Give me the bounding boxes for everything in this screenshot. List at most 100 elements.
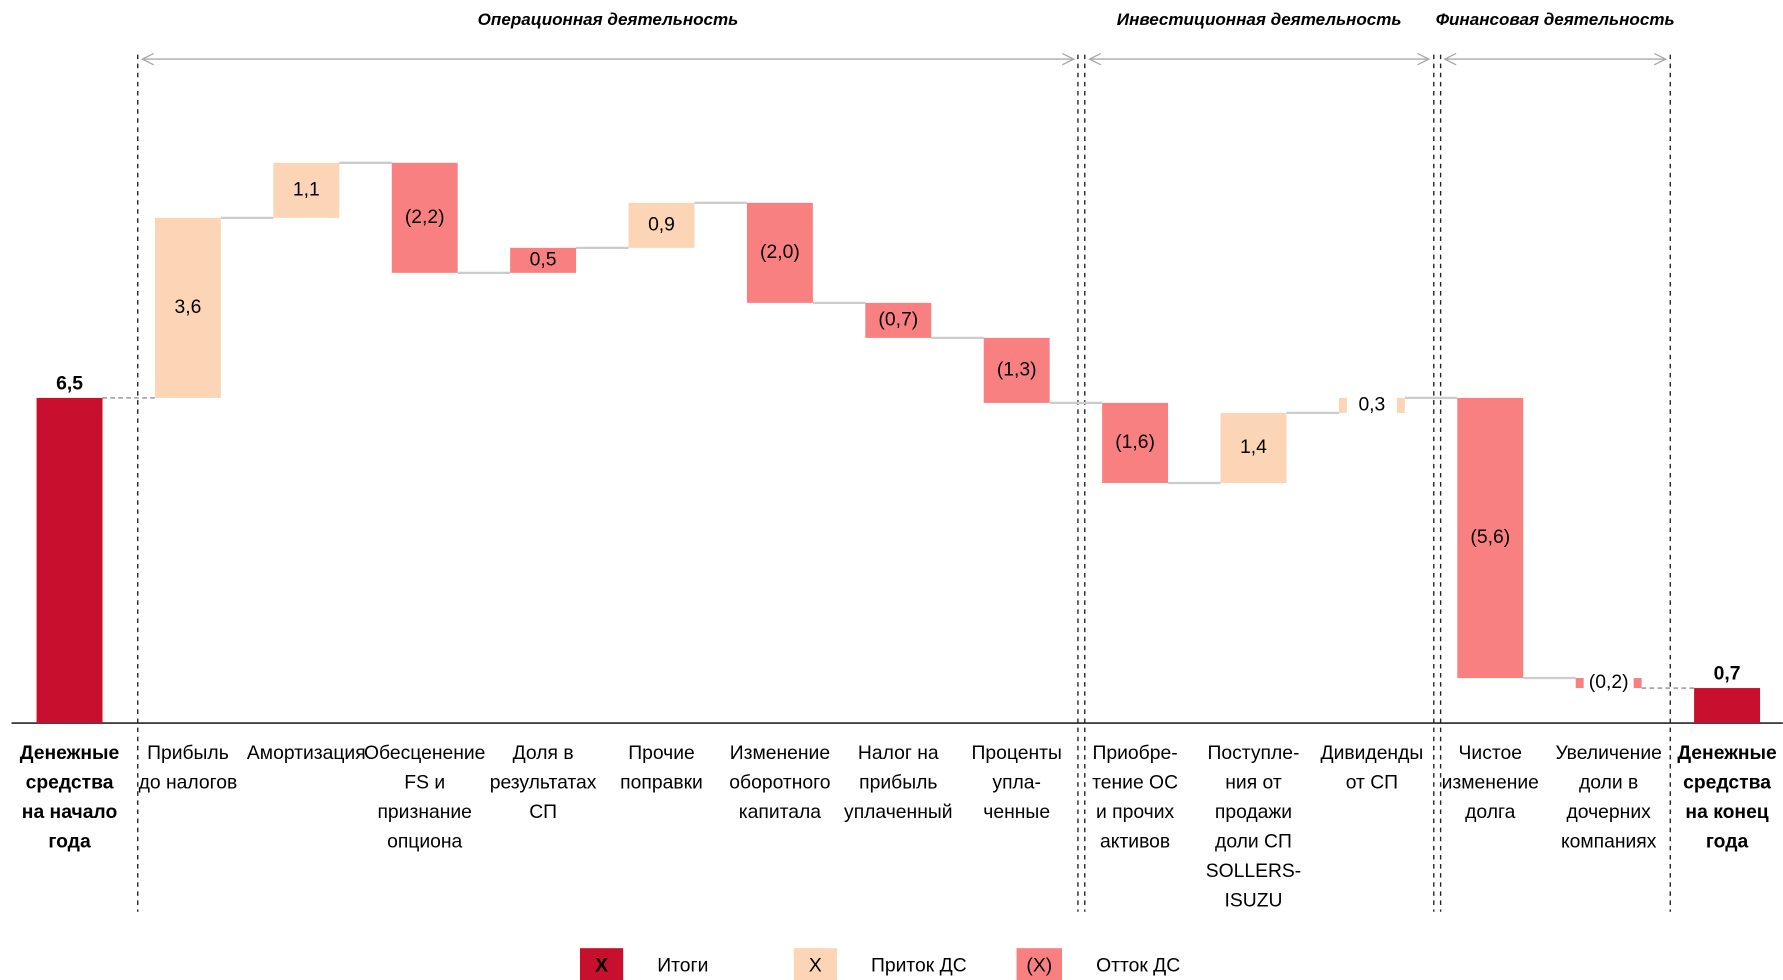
category-line: на начало — [22, 802, 118, 823]
bar — [746, 202, 813, 303]
category-line: изменение — [1442, 772, 1539, 793]
category-label: Приобре-тение ОС и прочих активов — [1092, 743, 1178, 853]
legend-swatch — [1016, 948, 1063, 980]
bar — [628, 202, 695, 248]
category-label: Прибыль до налогов — [139, 743, 238, 794]
bar — [154, 217, 221, 398]
arrow-head — [140, 52, 155, 66]
arrow-head — [1061, 52, 1076, 66]
category-line: ISUZU — [1225, 891, 1283, 912]
category-line: Чистое — [1459, 743, 1522, 764]
arrow-head — [1443, 52, 1457, 66]
category-line: Обесценение — [364, 743, 485, 764]
value-label: 6,5 — [56, 373, 83, 394]
category-label: Денежные средства на конец года — [1677, 743, 1777, 853]
category-line: Дивиденды — [1321, 743, 1424, 764]
bar — [1102, 402, 1169, 483]
category-line: продажи — [1215, 802, 1292, 823]
category-line: ченные — [983, 802, 1050, 823]
label-bg — [1346, 394, 1397, 417]
category-line: долга — [1465, 802, 1515, 823]
category-line: Приобре- — [1093, 743, 1178, 764]
category-line: Денежные — [1677, 743, 1777, 764]
bar — [510, 247, 577, 273]
value-label: 1,1 — [293, 179, 320, 200]
category-line: года — [48, 832, 91, 853]
category-label: Амортизация — [247, 743, 366, 764]
category-line: Денежные — [20, 743, 120, 764]
category-label: Прочие поправки — [620, 743, 703, 794]
category-label: Денежные средства на начало года — [20, 743, 120, 853]
legend-symbol: X — [809, 955, 822, 976]
category-line: Амортизация — [247, 743, 366, 764]
category-label: Дивиденды от СП — [1321, 743, 1424, 794]
category-line: упла- — [992, 772, 1041, 793]
category-line: Прибыль — [147, 743, 229, 764]
group-label: Финансовая деятельность — [1436, 10, 1675, 29]
category-label: Чистое изменение долга — [1442, 743, 1539, 823]
bar — [391, 162, 458, 273]
value-label: (2,2) — [405, 207, 445, 228]
category-line: SOLLERS- — [1206, 861, 1302, 882]
legend-swatch — [793, 948, 837, 980]
bar — [273, 162, 340, 218]
category-line: прибыль — [859, 772, 937, 793]
value-label: (5,6) — [1470, 527, 1510, 548]
value-label: 0,9 — [648, 214, 675, 235]
category-line: до налогов — [139, 772, 238, 793]
value-label: (2,0) — [760, 242, 800, 263]
category-line: СП — [529, 802, 557, 823]
bar — [1694, 688, 1761, 724]
value-label: (1,6) — [1115, 432, 1155, 453]
category-line: тение ОС — [1092, 772, 1178, 793]
value-label: 1,4 — [1240, 437, 1267, 458]
category-line: результатах — [490, 772, 597, 793]
category-line: доли в — [1579, 772, 1638, 793]
bar — [865, 302, 932, 338]
category-line: капитала — [739, 802, 821, 823]
arrow-head — [1088, 52, 1102, 66]
legend-symbol: X — [595, 955, 608, 976]
legend-label: Отток ДС — [1096, 955, 1180, 976]
category-line: Прочие — [628, 743, 695, 764]
bar — [1457, 397, 1524, 679]
group-label: Операционная деятельность — [478, 10, 739, 29]
value-label: (1,3) — [997, 360, 1037, 381]
value-label: 0,5 — [530, 249, 557, 270]
category-line: поправки — [620, 772, 703, 793]
value-label: (0,2) — [1589, 672, 1629, 693]
category-label: Доля в результатах СП — [490, 743, 597, 823]
value-label: 3,6 — [174, 297, 201, 318]
arrow-head — [1653, 52, 1668, 66]
category-line: доли СП — [1215, 832, 1292, 853]
category-line: средства — [26, 772, 114, 793]
label-bg — [1583, 671, 1634, 695]
category-line: Налог на — [858, 743, 939, 764]
category-line: года — [1706, 832, 1749, 853]
category-line: признание — [377, 802, 471, 823]
category-label: Проценты упла-ченные — [972, 743, 1062, 823]
bar — [36, 397, 103, 724]
category-line: FS и — [404, 772, 445, 793]
value-label: (0,7) — [878, 309, 918, 330]
category-line: и прочих — [1096, 802, 1175, 823]
value-label: 0,3 — [1358, 395, 1385, 416]
value-label: 0,7 — [1714, 664, 1741, 685]
category-line: активов — [1100, 832, 1170, 853]
category-label: Обесценение FS и признание опциона — [364, 743, 485, 853]
category-label: Увеличение доли в дочерних компаниях — [1555, 743, 1661, 853]
bar — [983, 337, 1050, 403]
legend-label: Итоги — [657, 955, 708, 976]
category-line: Доля в — [513, 743, 574, 764]
category-line: Изменение — [730, 743, 830, 764]
category-line: оборотного — [729, 772, 830, 793]
category-line: компаниях — [1561, 832, 1657, 853]
category-label: Налог на прибыль уплаченный — [844, 743, 953, 823]
category-line: от СП — [1346, 772, 1398, 793]
category-line: Проценты — [972, 743, 1062, 764]
group-label: Инвестиционная деятельность — [1117, 10, 1402, 29]
category-line: ния от — [1225, 772, 1282, 793]
category-label: Изменение оборотного капитала — [729, 743, 830, 823]
category-line: Поступле- — [1208, 743, 1300, 764]
